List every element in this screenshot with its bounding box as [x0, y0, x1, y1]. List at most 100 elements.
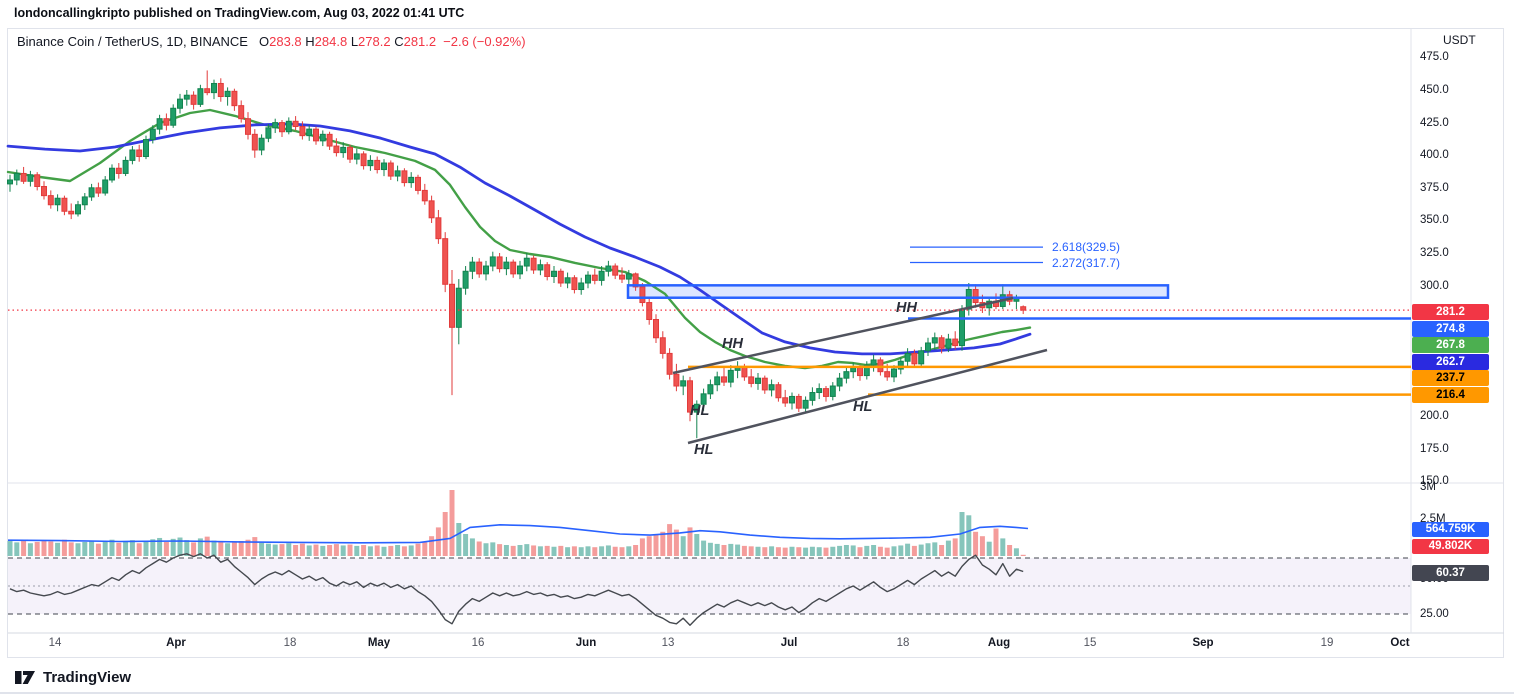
candle-body — [503, 261, 510, 270]
time-tick-18[interactable]: 18 — [283, 637, 297, 649]
candle-body — [353, 153, 360, 160]
volume-tick-3M[interactable]: 3M — [1420, 481, 1436, 493]
tradingview-logo-icon[interactable] — [14, 667, 36, 688]
candle-body — [557, 270, 564, 284]
candle-body — [863, 364, 870, 377]
candle-body — [68, 210, 75, 215]
price-tick-475.0[interactable]: 475.0 — [1420, 51, 1449, 64]
candle-body — [217, 82, 224, 98]
swing-label-hl-3[interactable]: HL — [694, 442, 714, 458]
volume-bar — [68, 542, 74, 556]
volume-bar — [775, 547, 781, 556]
ma50-line[interactable] — [6, 122, 1032, 356]
candle-body — [387, 162, 394, 177]
volume-bar — [129, 540, 135, 556]
time-tick-Jul[interactable]: Jul — [780, 637, 798, 649]
time-tick-Jun[interactable]: Jun — [575, 637, 597, 649]
price-tick-350.0[interactable]: 350.0 — [1420, 214, 1449, 227]
candle-body — [693, 403, 700, 413]
time-tick-Sep[interactable]: Sep — [1192, 637, 1214, 649]
trendline-1[interactable] — [672, 296, 1014, 375]
fib-label-317.7[interactable]: 2.272(317.7) — [1052, 255, 1121, 270]
price-tick-200.0[interactable]: 200.0 — [1420, 410, 1449, 422]
volume-bar — [293, 545, 299, 556]
candle-body — [795, 395, 802, 409]
price-tick-450.0[interactable]: 450.0 — [1420, 84, 1449, 96]
volume-bar — [973, 531, 979, 556]
tradingview-brand-text[interactable]: TradingView — [43, 669, 132, 686]
volume-bar — [361, 545, 367, 556]
volume-bar — [41, 540, 47, 556]
price-tick-375.0[interactable]: 375.0 — [1420, 181, 1449, 194]
price-tick-425.0[interactable]: 425.0 — [1420, 116, 1449, 129]
price-tick-300.0[interactable]: 300.0 — [1420, 279, 1449, 292]
volume-bar — [497, 544, 503, 556]
footer: TradingView — [14, 667, 131, 688]
time-tick-May[interactable]: May — [367, 637, 391, 649]
candle-body — [251, 133, 258, 151]
candle-body — [884, 371, 891, 378]
candle-body — [537, 264, 544, 271]
supply-zone-border[interactable] — [626, 284, 1170, 299]
candle-body — [245, 118, 251, 135]
price-tick-400.0[interactable]: 400.0 — [1420, 149, 1449, 162]
time-tick-14[interactable]: 14 — [48, 637, 62, 649]
time-tick-18[interactable]: 18 — [896, 637, 910, 649]
candle-body — [476, 261, 483, 275]
volume-bar — [578, 547, 584, 556]
volume-bar — [401, 546, 407, 556]
swing-label-hh-1[interactable]: HH — [896, 300, 917, 316]
swing-label-hh-0[interactable]: HH — [722, 336, 743, 352]
time-tick-19[interactable]: 19 — [1320, 637, 1334, 649]
volume-bar — [619, 547, 625, 556]
candle-body — [897, 360, 904, 370]
volume-bar — [170, 538, 176, 556]
volume-bar — [673, 529, 679, 556]
volume-ma-line — [7, 523, 1029, 544]
candle-body — [952, 338, 959, 347]
volume-bar — [605, 545, 611, 556]
volume-bar — [245, 539, 251, 556]
volume-bar — [218, 541, 224, 556]
volume-bar — [211, 540, 217, 556]
candle-body — [319, 133, 326, 142]
price-tick-175.0[interactable]: 175.0 — [1420, 442, 1449, 455]
rsi-tick-25.00[interactable]: 25.00 — [1420, 608, 1449, 620]
candle-body — [680, 380, 687, 387]
volume-bar — [367, 546, 373, 556]
candle-body — [183, 94, 190, 100]
candle-body — [625, 273, 632, 280]
swing-label-hl-4[interactable]: HL — [853, 399, 873, 415]
candle-body — [938, 337, 945, 349]
volume-bar — [265, 543, 271, 556]
ohlc-value: 283.8 — [269, 34, 306, 49]
candle-body — [34, 174, 41, 187]
time-tick-15[interactable]: 15 — [1083, 637, 1097, 649]
candle-body — [619, 274, 625, 280]
volume-bar — [395, 545, 401, 556]
supply-zone-fill[interactable] — [628, 285, 1168, 298]
price-tick-325.0[interactable]: 325.0 — [1420, 247, 1449, 259]
candle-body — [829, 385, 836, 397]
price-tick-150.0[interactable]: 150.0 — [1420, 475, 1449, 488]
volume-bar — [306, 545, 312, 556]
symbol-legend[interactable]: Binance Coin / TetherUS, 1D, BINANCE O28… — [17, 34, 526, 49]
time-tick-13[interactable]: 13 — [661, 637, 675, 649]
ohlc-value: 284.8 — [314, 34, 351, 49]
ohlc-letter: H — [305, 34, 315, 49]
fib-label-329.5[interactable]: 2.618(329.5) — [1052, 240, 1121, 255]
time-tick-16[interactable]: 16 — [471, 637, 485, 649]
candle-body — [27, 174, 34, 182]
trendline-2[interactable] — [687, 348, 1048, 445]
swing-label-hl-2[interactable]: HL — [690, 403, 710, 419]
candle-body — [61, 197, 68, 212]
ohlc-letter: C — [394, 34, 404, 49]
volume-bar — [646, 536, 652, 556]
time-tick-Oct[interactable]: Oct — [1390, 637, 1410, 649]
candle-body — [13, 172, 20, 181]
volume-bar — [639, 538, 645, 556]
time-tick-Aug[interactable]: Aug — [987, 637, 1011, 649]
candle-body — [578, 282, 585, 291]
time-tick-Apr[interactable]: Apr — [166, 637, 186, 649]
